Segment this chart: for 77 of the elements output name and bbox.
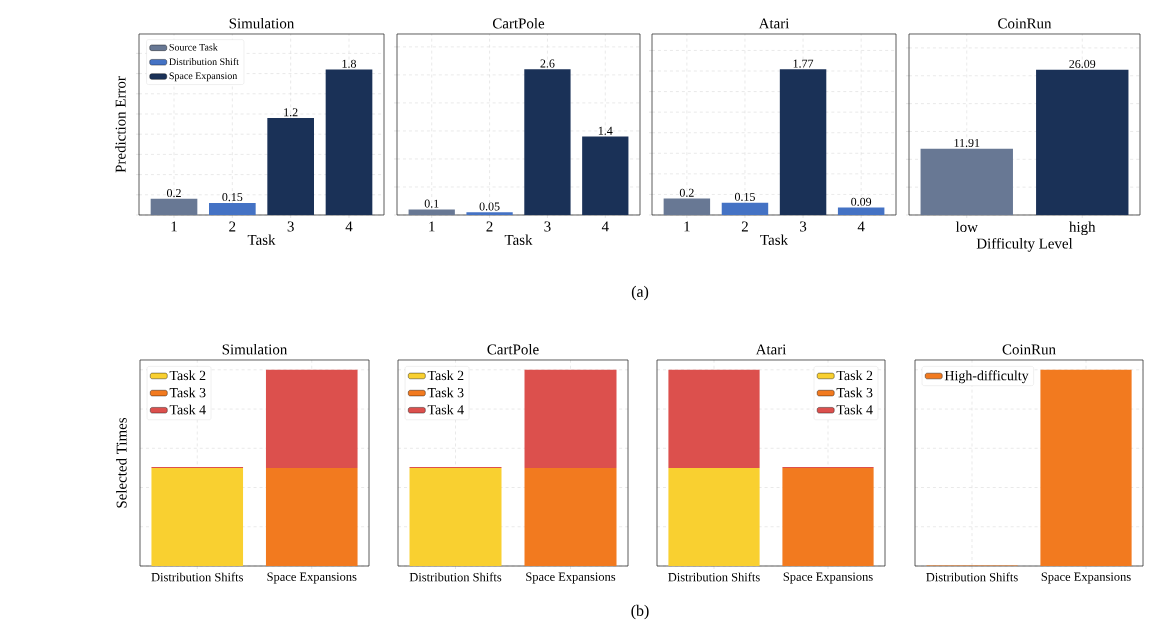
chart-title: Atari [758, 18, 790, 29]
data-label: 0.09 [851, 197, 872, 206]
text: (a) [631, 285, 649, 301]
data-label: 1.77 [793, 59, 814, 68]
x-tick-label: Space Expansions [526, 572, 616, 584]
x-axis-title: Task [504, 234, 533, 245]
x-tick-label: low [955, 221, 978, 233]
x-tick-label: 3 [544, 221, 551, 232]
bar [837, 207, 885, 215]
x-tick-label: Space Expansions [1041, 572, 1131, 584]
legend-label: Task 3 [836, 387, 873, 398]
data-label: 0.15 [222, 193, 243, 202]
bar [466, 212, 513, 215]
bar [582, 136, 629, 215]
bar [779, 69, 827, 215]
x-tick-label: 1 [684, 221, 690, 232]
legend-label: Task 4 [836, 404, 873, 415]
chart-title: CoinRun [998, 18, 1052, 29]
legend-label: Distribution Shift [169, 57, 239, 66]
x-tick-label: 4 [601, 221, 609, 232]
legend-label: Task 2 [427, 370, 464, 381]
x-tick-label: Distribution Shifts [926, 572, 1018, 582]
data-label: 0.05 [479, 202, 500, 211]
x-tick-label: 1 [429, 221, 435, 232]
x-tick-label: 2 [229, 221, 236, 232]
x-tick-label: Distribution Shifts [409, 572, 502, 582]
legend-label: Task 4 [427, 404, 464, 415]
bar [524, 69, 571, 215]
data-label: 1.2 [284, 108, 298, 117]
x-tick-label: Space Expansions [267, 572, 357, 584]
data-label: 0.15 [734, 192, 755, 201]
bar [209, 202, 256, 215]
data-label: 0.2 [166, 189, 181, 198]
legend-label: Source Task [169, 43, 218, 51]
legend-label: Task 2 [169, 370, 206, 381]
data-label: 1.4 [598, 126, 613, 135]
x-tick-label: 2 [741, 221, 748, 232]
legend-label: Task 3 [169, 387, 206, 398]
bar [408, 209, 455, 215]
chart-title: Simulation [222, 343, 288, 355]
x-tick-label: 1 [171, 221, 177, 232]
chart-title: CartPole [492, 17, 545, 29]
x-tick-label: 3 [800, 221, 807, 232]
y-axis-title: Selected Times [116, 417, 127, 508]
x-tick-label: Distribution Shifts [151, 572, 243, 582]
text: (b) [631, 604, 649, 620]
bar [325, 69, 373, 215]
x-axis-title: Task [247, 234, 276, 245]
legend-label: Task 2 [836, 370, 873, 381]
chart-title: Simulation [229, 17, 295, 29]
data-label: 2.6 [540, 59, 555, 68]
legend-label: Task 3 [427, 387, 464, 398]
data-label: 1.8 [342, 59, 357, 68]
legend-label: Task 4 [169, 404, 206, 415]
y-axis-title: Prediction Error [115, 76, 126, 173]
x-axis-title: Difficulty Level [976, 237, 1073, 252]
legend-label: High-difficulty [944, 370, 1029, 384]
x-tick-label: 4 [345, 221, 353, 232]
bar [267, 118, 314, 215]
bar [663, 198, 711, 215]
data-label: 0.1 [424, 199, 439, 208]
x-tick-label: Distribution Shifts [668, 572, 760, 582]
x-tick-label: 2 [486, 221, 493, 232]
bar [721, 202, 769, 215]
x-tick-label: Space Expansions [783, 572, 873, 584]
chart-title: CartPole [487, 343, 539, 355]
data-label: 11.91 [954, 138, 980, 147]
x-tick-label: high [1069, 221, 1096, 236]
chart-title: CoinRun [1002, 344, 1056, 355]
legend-label: Space Expansion [169, 72, 238, 82]
data-label: 0.2 [679, 188, 694, 197]
bar [150, 198, 198, 215]
data-label: 26.09 [1069, 59, 1096, 68]
chart-title: Atari [755, 344, 787, 355]
x-axis-title: Task [760, 234, 789, 245]
x-tick-label: 4 [857, 221, 865, 232]
x-tick-label: 3 [287, 221, 294, 232]
